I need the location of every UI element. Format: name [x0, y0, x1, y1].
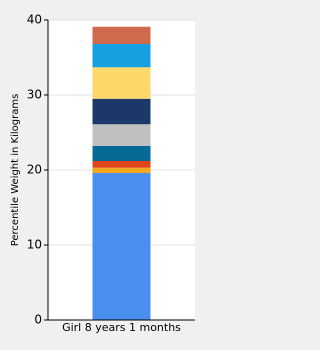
bar-segment	[92, 124, 151, 146]
x-tick-label: Girl 8 years 1 months	[62, 321, 181, 334]
bar-segment	[92, 98, 151, 125]
y-axis-label: Percentile Weight in Kilograms	[10, 94, 21, 247]
bar-segment	[92, 67, 151, 99]
y-tick-label: 40	[27, 13, 42, 27]
bar-segment	[92, 44, 151, 68]
y-tick-label: 30	[27, 88, 42, 102]
y-tick-label: 20	[27, 163, 42, 177]
bar-segment	[92, 146, 151, 161]
bar-segment	[92, 26, 151, 44]
y-tick-label: 0	[34, 313, 42, 327]
bar-segment	[92, 161, 151, 168]
y-tick-label: 10	[27, 238, 42, 252]
bar-segment	[92, 167, 151, 173]
chart: Percentile Weight in Kilograms 0 10 20 30 40…	[10, 13, 195, 334]
bar-segment	[92, 173, 151, 320]
